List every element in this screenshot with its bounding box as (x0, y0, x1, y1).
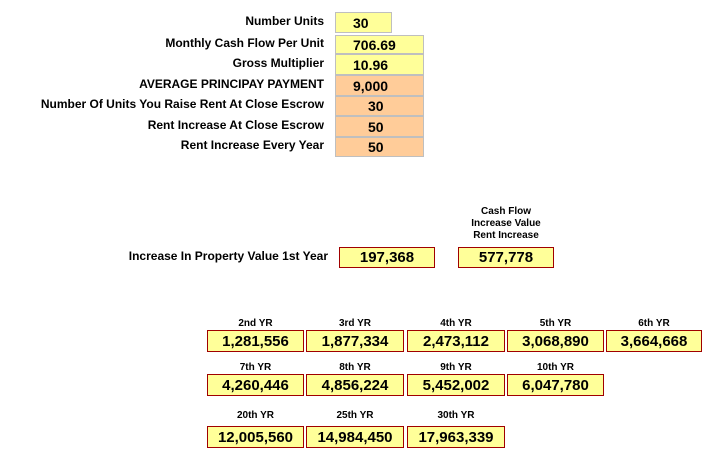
cashflow-header-line-3: Rent Increase (473, 230, 539, 241)
year-3-label: 3rd YR (338, 318, 372, 329)
year-5-label: 5th YR (539, 318, 572, 329)
year-9-label: 9th YR (440, 362, 472, 373)
year-9-value: 5,452,002 (407, 374, 505, 396)
year-25-label: 25th YR (336, 410, 374, 421)
units-raise-rent-input[interactable]: 30 (335, 96, 424, 116)
gross-multiplier-label: Gross Multiplier (232, 56, 324, 70)
year-8-label: 8th YR (339, 362, 371, 373)
rent-increase-close-input[interactable]: 50 (335, 116, 424, 137)
rent-increase-yearly-input[interactable]: 50 (335, 137, 424, 157)
rent-increase-close-label: Rent Increase At Close Escrow (147, 118, 324, 132)
property-value-1st-year-label: Increase In Property Value 1st Year (128, 249, 328, 263)
property-value-1st-year-value: 197,368 (339, 247, 435, 268)
year-8-value: 4,856,224 (306, 374, 404, 396)
gross-multiplier-input[interactable]: 10.96 (335, 54, 424, 75)
year-7-value: 4,260,446 (207, 374, 304, 396)
principal-payment-label: AVERAGE PRINCIPAY PAYMENT (139, 77, 324, 91)
year-6-label: 6th YR (638, 318, 670, 329)
year-25-value: 14,984,450 (306, 426, 404, 448)
cashflow-header-line-2: Increase Value (471, 218, 541, 229)
year-20-value: 12,005,560 (207, 426, 304, 448)
year-2-value: 1,281,556 (207, 330, 304, 352)
units-raise-rent-label: Number Of Units You Raise Rent At Close … (40, 97, 324, 111)
monthly-cash-flow-input[interactable]: 706.69 (335, 35, 424, 54)
year-4-value: 2,473,112 (407, 330, 505, 352)
cashflow-header-line-1: Cash Flow (480, 206, 531, 217)
year-20-label: 20th YR (236, 410, 275, 421)
monthly-cash-flow-label: Monthly Cash Flow Per Unit (165, 36, 324, 50)
number-units-input[interactable]: 30 (335, 12, 392, 33)
year-10-value: 6,047,780 (507, 374, 604, 396)
rent-increase-yearly-label: Rent Increase Every Year (180, 138, 324, 152)
number-units-label: Number Units (245, 14, 324, 28)
year-30-label: 30th YR (437, 410, 475, 421)
year-6-value: 3,664,668 (606, 330, 702, 352)
cashflow-increase-value: 577,778 (458, 247, 554, 268)
year-2-label: 2nd YR (238, 318, 273, 329)
year-30-value: 17,963,339 (407, 426, 505, 448)
year-10-label: 10th YR (536, 362, 575, 373)
year-5-value: 3,068,890 (507, 330, 604, 352)
principal-payment-input[interactable]: 9,000 (335, 75, 424, 96)
year-7-label: 7th YR (239, 362, 272, 373)
year-4-label: 4th YR (440, 318, 472, 329)
year-3-value: 1,877,334 (306, 330, 404, 352)
